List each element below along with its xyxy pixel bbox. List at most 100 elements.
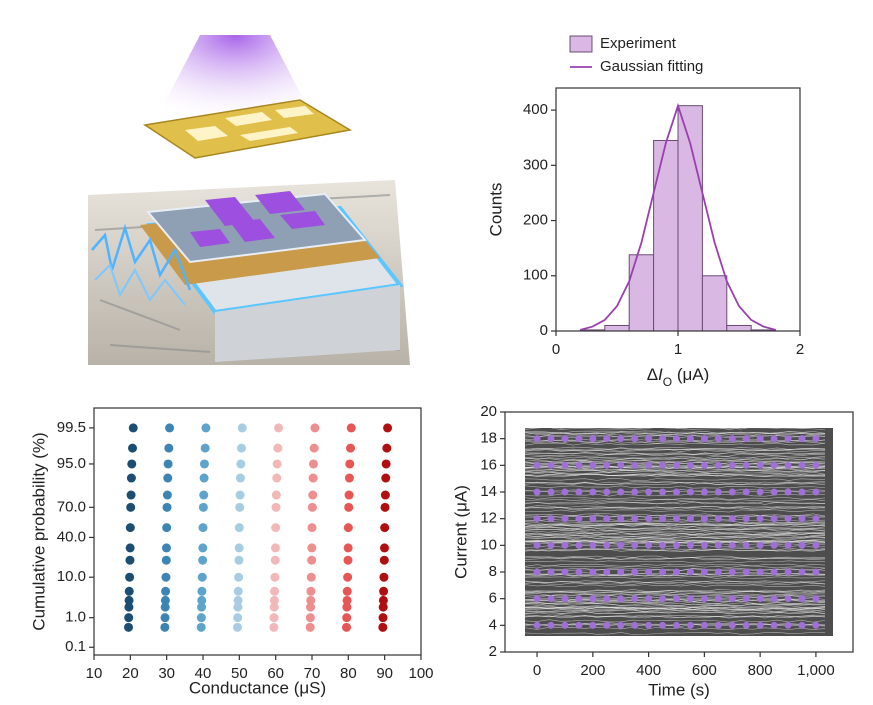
data-point [756, 541, 764, 549]
x-tick-label: 200 [580, 662, 605, 679]
trace-gap [524, 431, 826, 435]
data-point [742, 488, 750, 496]
data-point [561, 568, 569, 576]
x-tick-label: 90 [376, 665, 393, 682]
trace-gap [524, 592, 826, 596]
data-point [784, 568, 792, 576]
trace-gap [524, 536, 826, 540]
x-axis-label-part: Δ [647, 365, 658, 384]
data-point [561, 541, 569, 549]
data-point [728, 461, 736, 469]
trace-gap [524, 455, 826, 459]
data-point [603, 435, 611, 443]
data-point [270, 543, 280, 553]
data-point [272, 459, 282, 469]
data-point [617, 621, 625, 629]
data-point [124, 586, 134, 596]
data-point [379, 572, 389, 582]
data-point [700, 461, 708, 469]
trace-gap [524, 590, 826, 593]
y-tick-label: 14 [480, 483, 497, 500]
data-point [589, 488, 597, 496]
data-point [756, 461, 764, 469]
data-point [270, 572, 280, 582]
data-point [198, 523, 208, 533]
data-point [603, 461, 611, 469]
data-point [798, 595, 806, 603]
data-point [547, 515, 555, 523]
data-point [561, 621, 569, 629]
data-point [603, 488, 611, 496]
data-point [631, 568, 639, 576]
trace-gap [524, 540, 826, 544]
trace-gap [524, 605, 826, 608]
chart-1: 10 20 30 40 50 60 70 80 90 100 0.1 1.0 10.0 40.0 70.0 9… [29, 407, 434, 697]
trace-gap [524, 501, 826, 505]
x-tick-label: 600 [692, 662, 717, 679]
data-point [197, 602, 207, 612]
data-point [645, 515, 653, 523]
trace-gap [524, 615, 826, 619]
data-point [161, 555, 171, 565]
data-point [631, 461, 639, 469]
data-point [700, 488, 708, 496]
x-axis-label: ΔIO (μA) [647, 365, 710, 389]
data-point [380, 502, 390, 512]
trace-gap [524, 471, 826, 475]
data-point [631, 435, 639, 443]
trace-gap [524, 457, 826, 461]
data-point [589, 541, 597, 549]
data-point [686, 488, 694, 496]
data-point [742, 515, 750, 523]
y-tick-label: 70.0 [57, 498, 86, 515]
y-tick-label: 8 [489, 563, 497, 580]
data-point [561, 461, 569, 469]
data-point [343, 572, 353, 582]
data-point [127, 459, 137, 469]
y-axis-label: Counts [486, 183, 505, 237]
data-point [128, 423, 138, 433]
data-point [233, 622, 243, 632]
data-point [533, 568, 541, 576]
data-point [343, 523, 353, 533]
data-point [798, 488, 806, 496]
trace-gap [524, 459, 826, 463]
data-point [784, 515, 792, 523]
data-point [617, 515, 625, 523]
data-point [342, 595, 352, 605]
data-point [603, 621, 611, 629]
data-point [728, 488, 736, 496]
data-point [199, 459, 209, 469]
x-tick-label: 10 [86, 665, 103, 682]
y-tick-label: 400 [523, 101, 548, 118]
data-point [381, 473, 391, 483]
data-point [617, 435, 625, 443]
data-point [306, 595, 316, 605]
data-point [380, 523, 390, 533]
chart-2: 0 200 400 600 800 1,000 2 4 6 8 10 12 14 16 18 20 Curren… [451, 403, 854, 699]
data-point [714, 541, 722, 549]
x-tick-label: 800 [748, 662, 773, 679]
signal-trace [94, 263, 186, 306]
data-point [742, 541, 750, 549]
trace-gap [524, 430, 826, 434]
trace-gap [524, 468, 826, 472]
data-point [547, 461, 555, 469]
data-point [645, 541, 653, 549]
data-point [784, 621, 792, 629]
data-point [547, 595, 555, 603]
data-point [272, 473, 282, 483]
data-point [346, 423, 356, 433]
y-tick-label: 95.0 [57, 455, 86, 472]
data-point [645, 621, 653, 629]
data-point [269, 613, 279, 623]
data-point [308, 459, 318, 469]
data-point [728, 595, 736, 603]
y-tick-label: 2 [489, 643, 497, 660]
data-point [533, 515, 541, 523]
x-axis-label-part: I [658, 365, 663, 384]
data-point [589, 461, 597, 469]
trace-gap [524, 524, 826, 528]
data-point [645, 595, 653, 603]
data-point [617, 461, 625, 469]
